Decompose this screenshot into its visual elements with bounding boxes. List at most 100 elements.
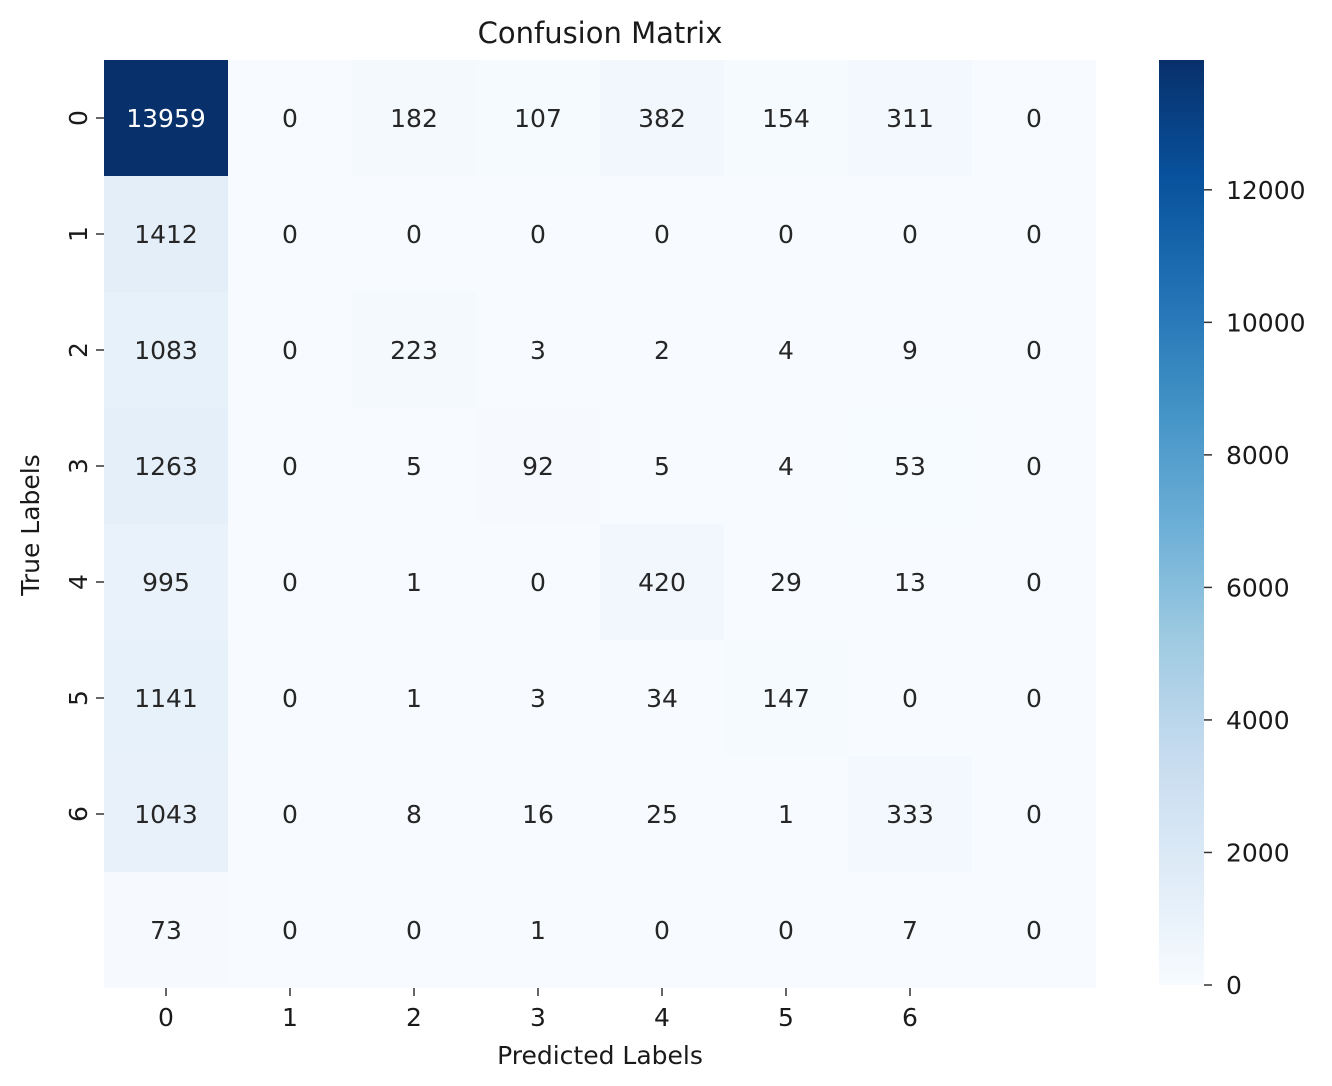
cell-value-label: 0: [654, 220, 670, 249]
heatmap-cell: [724, 872, 848, 988]
heatmap-cell: [104, 292, 228, 408]
heatmap-cell: [228, 60, 352, 176]
cell-value-label: 0: [778, 916, 794, 945]
heatmap-cell: [104, 60, 228, 176]
y-tick-label: 2: [64, 342, 93, 358]
cell-value-label: 1141: [134, 684, 198, 713]
heatmap-cell: [476, 408, 600, 524]
heatmap-cell: [848, 176, 972, 292]
cell-value-label: 333: [886, 800, 934, 829]
cell-value-label: 1: [406, 568, 422, 597]
heatmap-cell: [476, 640, 600, 756]
cell-value-label: 1263: [134, 452, 198, 481]
colorbar-tick-label: 10000: [1226, 308, 1306, 337]
cell-value-label: 0: [282, 800, 298, 829]
cell-value-label: 8: [406, 800, 422, 829]
cell-value-label: 16: [522, 800, 554, 829]
heatmap-cell: [352, 176, 476, 292]
heatmap-cell: [848, 640, 972, 756]
cell-value-label: 2: [654, 336, 670, 365]
heatmap-cell: [724, 60, 848, 176]
y-tick-label: 3: [64, 458, 93, 474]
cell-value-label: 0: [902, 684, 918, 713]
heatmap-cell: [228, 640, 352, 756]
heatmap-cell: [352, 640, 476, 756]
cell-value-label: 182: [390, 104, 438, 133]
cell-value-label: 0: [406, 220, 422, 249]
heatmap-cell: [724, 408, 848, 524]
cell-value-label: 0: [530, 220, 546, 249]
x-tick-label: 6: [902, 1003, 918, 1032]
heatmap-cell: [724, 292, 848, 408]
heatmap-cell: [476, 524, 600, 640]
heatmap-cell: [972, 640, 1096, 756]
cell-value-label: 3: [530, 684, 546, 713]
x-tick-label: 1: [282, 1003, 298, 1032]
heatmap-cell: [724, 640, 848, 756]
y-tick-label: 1: [64, 226, 93, 242]
heatmap-cell: [228, 408, 352, 524]
colorbar-tick-label: 2000: [1226, 838, 1290, 867]
heatmap-cell: [228, 872, 352, 988]
cell-value-label: 0: [778, 220, 794, 249]
heatmap-cell: [972, 408, 1096, 524]
colorbar: [1159, 60, 1204, 985]
x-axis-label: Predicted Labels: [497, 1041, 703, 1070]
cell-value-label: 0: [1026, 800, 1042, 829]
heatmap-cell: [352, 524, 476, 640]
heatmap-cell: [600, 408, 724, 524]
heatmap-cell: [476, 292, 600, 408]
heatmap-cell: [104, 524, 228, 640]
cell-value-label: 107: [514, 104, 562, 133]
cell-value-label: 5: [654, 452, 670, 481]
cell-value-label: 0: [282, 220, 298, 249]
x-tick-label: 3: [530, 1003, 546, 1032]
heatmap-cell: [972, 524, 1096, 640]
heatmap-cell: [352, 60, 476, 176]
cell-value-label: 13959: [126, 104, 206, 133]
cell-value-label: 420: [638, 568, 686, 597]
cell-value-label: 7: [902, 916, 918, 945]
cell-value-label: 1043: [134, 800, 198, 829]
heatmap-cell: [600, 176, 724, 292]
cell-value-label: 92: [522, 452, 554, 481]
heatmap-cell: [972, 872, 1096, 988]
cell-value-label: 1: [530, 916, 546, 945]
cell-value-label: 9: [902, 336, 918, 365]
heatmap-cell: [848, 408, 972, 524]
heatmap-cell: [972, 176, 1096, 292]
cell-value-label: 0: [530, 568, 546, 597]
cell-value-label: 995: [142, 568, 190, 597]
colorbar-tick-label: 0: [1226, 971, 1242, 1000]
cell-value-label: 0: [282, 684, 298, 713]
cell-value-label: 0: [1026, 220, 1042, 249]
colorbar-tick-label: 6000: [1226, 573, 1290, 602]
heatmap-cell: [104, 176, 228, 292]
heatmap-cell: [848, 756, 972, 872]
cell-value-label: 1412: [134, 220, 198, 249]
heatmap-cell: [848, 60, 972, 176]
y-tick-label: 5: [64, 690, 93, 706]
heatmap-cell: [352, 292, 476, 408]
cell-value-label: 0: [1026, 104, 1042, 133]
colorbar-ticks: 0 2000 4000 6000 8000 10000 12000: [1204, 176, 1306, 1000]
cell-value-label: 0: [406, 916, 422, 945]
cell-value-label: 147: [762, 684, 810, 713]
cell-value-label: 223: [390, 336, 438, 365]
cell-value-label: 73: [150, 916, 182, 945]
heatmap-cell: [352, 408, 476, 524]
y-tick-label: 4: [64, 574, 93, 590]
x-tick-label: 4: [654, 1003, 670, 1032]
cell-value-label: 0: [282, 336, 298, 365]
y-axis-ticks: 0 1 2 3 4 5 6: [64, 110, 104, 822]
cell-value-label: 0: [654, 916, 670, 945]
x-tick-label: 0: [158, 1003, 174, 1032]
cell-value-label: 0: [282, 916, 298, 945]
x-axis-ticks: 0 1 2 3 4 5 6: [158, 988, 918, 1032]
cell-value-label: 154: [762, 104, 810, 133]
cell-value-label: 25: [646, 800, 678, 829]
cell-value-label: 3: [530, 336, 546, 365]
heatmap-cell: [848, 872, 972, 988]
cell-value-label: 0: [1026, 684, 1042, 713]
